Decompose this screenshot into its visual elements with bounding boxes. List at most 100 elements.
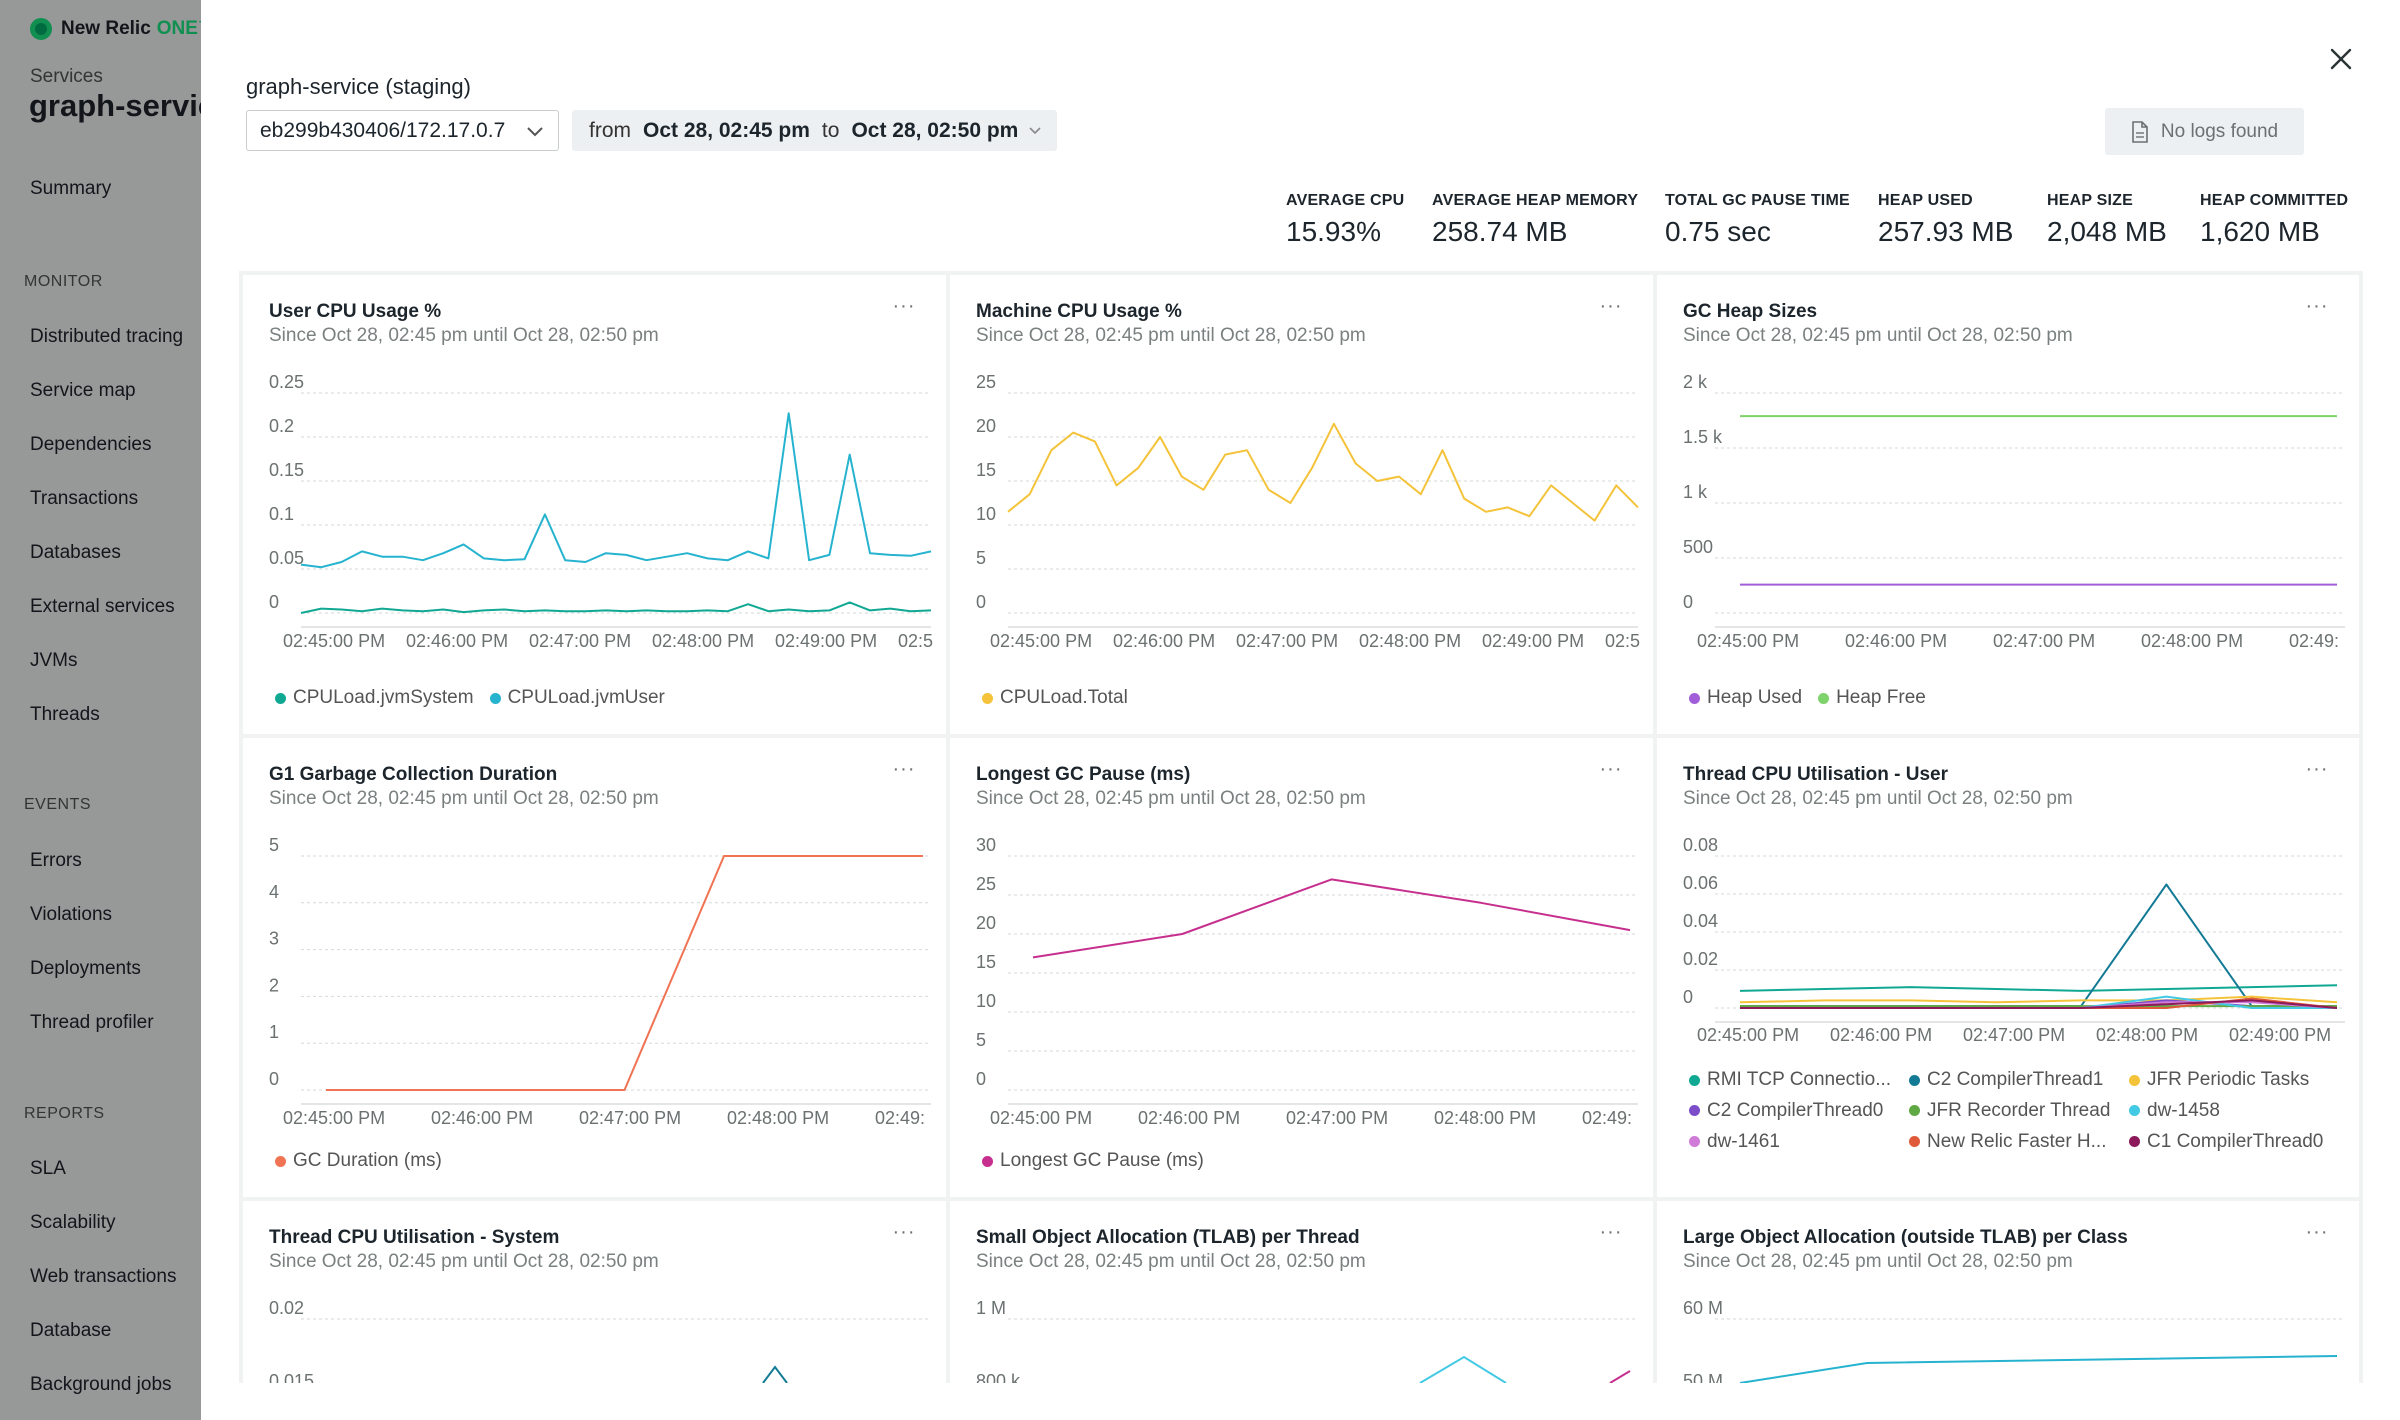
card-menu-button[interactable]: ··· — [1599, 1221, 1623, 1243]
stat-value: 0.75 sec — [1665, 216, 1771, 247]
legend-item[interactable]: Heap Free — [1818, 687, 1926, 709]
y-tick-label: 0.15 — [269, 460, 304, 480]
legend-dot — [1909, 1136, 1920, 1148]
brand-logo[interactable]: New Relic ONE™ — [30, 18, 201, 40]
sidebar-item-scalability[interactable]: Scalability — [30, 1212, 116, 1233]
card-menu-button[interactable]: ··· — [2305, 758, 2329, 780]
sidebar-item-violations[interactable]: Violations — [30, 904, 113, 925]
legend-dot — [2129, 1105, 2140, 1117]
legend-label: CPULoad.Total — [1000, 687, 1128, 708]
sidebar-item-jvms[interactable]: JVMs — [30, 650, 78, 671]
chart-card-thread-cpu-user: Thread CPU Utilisation - User Since Oct … — [1657, 738, 2359, 1197]
legend-item[interactable]: CPULoad.jvmSystem — [275, 687, 474, 709]
sidebar-item-sla[interactable]: SLA — [30, 1158, 66, 1179]
sidebar-item-errors[interactable]: Errors — [30, 850, 82, 871]
y-tick-label: 0.08 — [1683, 835, 1718, 855]
legend-item[interactable]: New Relic Faster H... — [1909, 1129, 2129, 1154]
x-tick-label: 02:46:00 PM — [406, 631, 508, 651]
chart-card-tlab-allocation: Small Object Allocation (TLAB) per Threa… — [950, 1201, 1653, 1383]
card-menu-button[interactable]: ··· — [2305, 295, 2329, 317]
line-chart: 0.25 0.2 0.15 0.1 0.05 002:45:00 PM 02:46:00 P… — [269, 372, 933, 651]
legend-label: Longest GC Pause (ms) — [1000, 1150, 1204, 1171]
card-menu-button[interactable]: ··· — [892, 758, 916, 780]
card-menu-button[interactable]: ··· — [892, 295, 916, 317]
card-title: Large Object Allocation (outside TLAB) p… — [1683, 1227, 2128, 1248]
y-tick-label: 0.015 — [269, 1371, 314, 1383]
legend-dot — [1689, 692, 1700, 704]
chevron-down-icon — [527, 127, 543, 137]
card-subtitle: Since Oct 28, 02:45 pm until Oct 28, 02:… — [976, 1251, 1366, 1272]
sidebar-item-dependencies[interactable]: Dependencies — [30, 434, 152, 455]
legend-label: C2 CompilerThread0 — [1707, 1099, 1884, 1121]
legend-item[interactable]: RMI TCP Connectio... — [1689, 1068, 1909, 1093]
time-to-word: to — [821, 118, 840, 142]
card-subtitle: Since Oct 28, 02:45 pm until Oct 28, 02:… — [976, 788, 1366, 809]
sidebar-item-external-services[interactable]: External services — [30, 596, 175, 617]
legend-label: C1 CompilerThread0 — [2147, 1130, 2324, 1152]
legend-item[interactable]: C1 CompilerThread0 — [2129, 1129, 2329, 1154]
time-from: Oct 28, 02:45 pm — [643, 118, 810, 142]
line-chart: 25 20 15 10 5 002:45:00 PM 02:46:00 PM 02:47:00… — [976, 372, 1640, 651]
card-subtitle: Since Oct 28, 02:45 pm until Oct 28, 02:… — [269, 788, 659, 809]
breadcrumb-services[interactable]: Services — [30, 66, 103, 87]
y-tick-label: 0.06 — [1683, 873, 1718, 893]
close-icon[interactable] — [2326, 44, 2356, 74]
sidebar-item-background-jobs[interactable]: Background jobs — [30, 1374, 172, 1395]
legend-item[interactable]: Longest GC Pause (ms) — [982, 1150, 1204, 1172]
sidebar-item-thread-profiler[interactable]: Thread profiler — [30, 1012, 154, 1033]
legend-item[interactable]: dw-1461 — [1689, 1129, 1909, 1154]
sidebar-item-deployments[interactable]: Deployments — [30, 958, 141, 979]
y-tick-label: 0 — [976, 592, 986, 612]
y-tick-label: 15 — [976, 952, 996, 972]
y-tick-label: 5 — [976, 548, 986, 568]
x-tick-label: 02:5 — [898, 631, 933, 651]
legend-item[interactable]: dw-1458 — [2129, 1099, 2329, 1124]
legend-item[interactable]: CPULoad.Total — [982, 687, 1128, 709]
chart-card-user-cpu: User CPU Usage % Since Oct 28, 02:45 pm … — [243, 275, 946, 734]
sidebar: New Relic ONE™ Services graph-service Su… — [0, 0, 201, 1420]
sidebar-item-threads[interactable]: Threads — [30, 704, 100, 725]
sidebar-item-databases[interactable]: Databases — [30, 542, 121, 563]
card-menu-button[interactable]: ··· — [1599, 758, 1623, 780]
legend-dot — [275, 692, 286, 704]
chart-card-gc-heap-sizes: GC Heap Sizes Since Oct 28, 02:45 pm unt… — [1657, 275, 2359, 734]
legend-item[interactable]: Heap Used — [1689, 687, 1802, 709]
card-menu-button[interactable]: ··· — [892, 1221, 916, 1243]
sidebar-item-transactions[interactable]: Transactions — [30, 488, 139, 509]
y-tick-label: 0.02 — [1683, 949, 1718, 969]
legend-item[interactable]: JFR Periodic Tasks — [2129, 1068, 2329, 1093]
legend-label: RMI TCP Connectio... — [1707, 1069, 1892, 1091]
x-tick-label: 02:49:00 PM — [2229, 1025, 2331, 1045]
chart-card-g1-gc-duration: G1 Garbage Collection Duration Since Oct… — [243, 738, 946, 1197]
x-tick-label: 02:46:00 PM — [1138, 1108, 1240, 1128]
card-subtitle: Since Oct 28, 02:45 pm until Oct 28, 02:… — [976, 325, 1366, 346]
series-line — [1032, 878, 1631, 959]
card-menu-button[interactable]: ··· — [1599, 295, 1623, 317]
series-line — [326, 855, 923, 1091]
sidebar-item-web-transactions[interactable]: Web transactions — [30, 1266, 177, 1287]
section-reports: REPORTS — [24, 1105, 105, 1122]
sidebar-item-database[interactable]: Database — [30, 1320, 112, 1341]
logs-button[interactable]: No logs found — [2105, 108, 2304, 155]
legend-item[interactable]: GC Duration (ms) — [275, 1150, 442, 1172]
instance-select[interactable]: eb299b430406/172.17.0.7 — [246, 110, 559, 151]
time-range-picker[interactable]: from Oct 28, 02:45 pm to Oct 28, 02:50 p… — [572, 110, 1057, 151]
chart-card-thread-cpu-system: Thread CPU Utilisation - System Since Oc… — [243, 1201, 946, 1383]
sidebar-item-summary[interactable]: Summary — [30, 178, 112, 199]
logs-button-label: No logs found — [2160, 120, 2279, 142]
x-tick-label: 02:45:00 PM — [990, 631, 1092, 651]
legend-item[interactable]: JFR Recorder Thread — [1909, 1099, 2129, 1124]
x-tick-label: 02:49:00 PM — [775, 631, 877, 651]
x-tick-label: 02:49: — [1582, 1108, 1632, 1128]
legend-item[interactable]: C2 CompilerThread0 — [1689, 1099, 1909, 1124]
x-tick-label: 02:47:00 PM — [579, 1108, 681, 1128]
legend-dot — [1909, 1105, 1920, 1117]
sidebar-item-service-map[interactable]: Service map — [30, 380, 136, 401]
legend-item[interactable]: C2 CompilerThread1 — [1909, 1068, 2129, 1093]
series-line — [762, 1365, 788, 1383]
sidebar-item-distributed-tracing[interactable]: Distributed tracing — [30, 326, 184, 347]
card-menu-button[interactable]: ··· — [2305, 1221, 2329, 1243]
legend-item[interactable]: CPULoad.jvmUser — [489, 687, 665, 709]
x-tick-label: 02:48:00 PM — [727, 1108, 829, 1128]
series-line — [1419, 1355, 1507, 1383]
